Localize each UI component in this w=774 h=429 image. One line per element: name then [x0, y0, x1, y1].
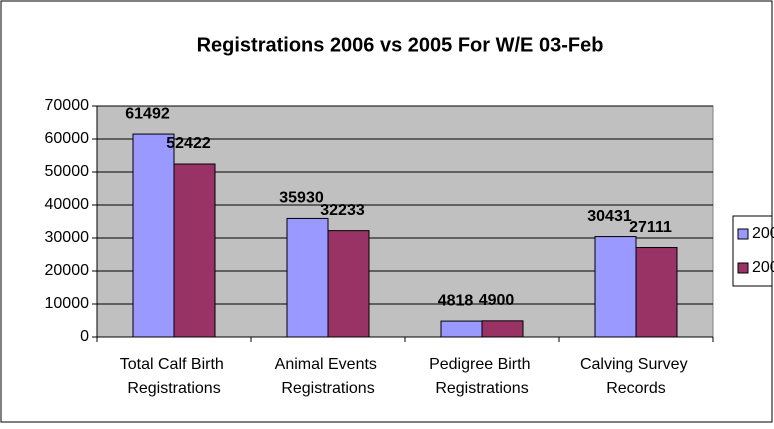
x-tick-label-line: Animal Events [275, 356, 382, 373]
legend-label: 2005 [752, 259, 774, 276]
x-tick-label-line: Calving Survey [580, 356, 692, 373]
bar [594, 236, 637, 338]
value-label: 61492 [125, 105, 170, 122]
legend-swatch [737, 228, 749, 240]
chart-title: Registrations 2006 vs 2005 For W/E 03-Fe… [197, 34, 604, 56]
y-tick-label: 0 [80, 328, 89, 345]
y-tick-label: 60000 [45, 130, 90, 147]
bar [327, 230, 370, 338]
legend-box [732, 215, 773, 287]
y-tick-label: 50000 [45, 163, 90, 180]
value-label: 27111 [629, 219, 672, 236]
bar [132, 133, 175, 338]
x-tick-label-line: Registrations [435, 380, 528, 397]
x-tick-label: Pedigree Birth Registrations [429, 356, 535, 397]
bar [286, 217, 329, 338]
bar [440, 320, 483, 338]
y-tick-label: 30000 [45, 229, 90, 246]
legend-swatch [737, 262, 749, 274]
x-tick-label-line: Registrations [281, 380, 374, 397]
y-tick-label: 40000 [45, 196, 90, 213]
bar [173, 163, 216, 338]
x-tick-label-line: Total Calf Birth [120, 356, 228, 373]
bar [481, 320, 524, 338]
x-tick-label: Calving Survey Records [580, 356, 692, 397]
value-label: 52422 [166, 135, 211, 152]
value-label: 30431 [587, 208, 632, 225]
x-tick-label-line: Records [606, 380, 666, 397]
x-tick-label: Animal Events Registrations [275, 356, 382, 397]
value-label: 32233 [320, 202, 365, 219]
x-tick-label: Total Calf Birth Registrations [120, 356, 228, 397]
y-tick-label: 20000 [45, 262, 90, 279]
legend-label: 2006 [752, 225, 774, 242]
x-tick-label-line: Pedigree Birth [429, 356, 535, 373]
bar [635, 247, 678, 338]
value-label: 4818 [438, 292, 474, 309]
y-tick-label: 70000 [45, 97, 90, 114]
y-tick-label: 10000 [45, 295, 90, 312]
value-label: 4900 [479, 292, 515, 309]
value-label: 35930 [279, 190, 324, 207]
x-tick-label-line: Registrations [127, 380, 220, 397]
